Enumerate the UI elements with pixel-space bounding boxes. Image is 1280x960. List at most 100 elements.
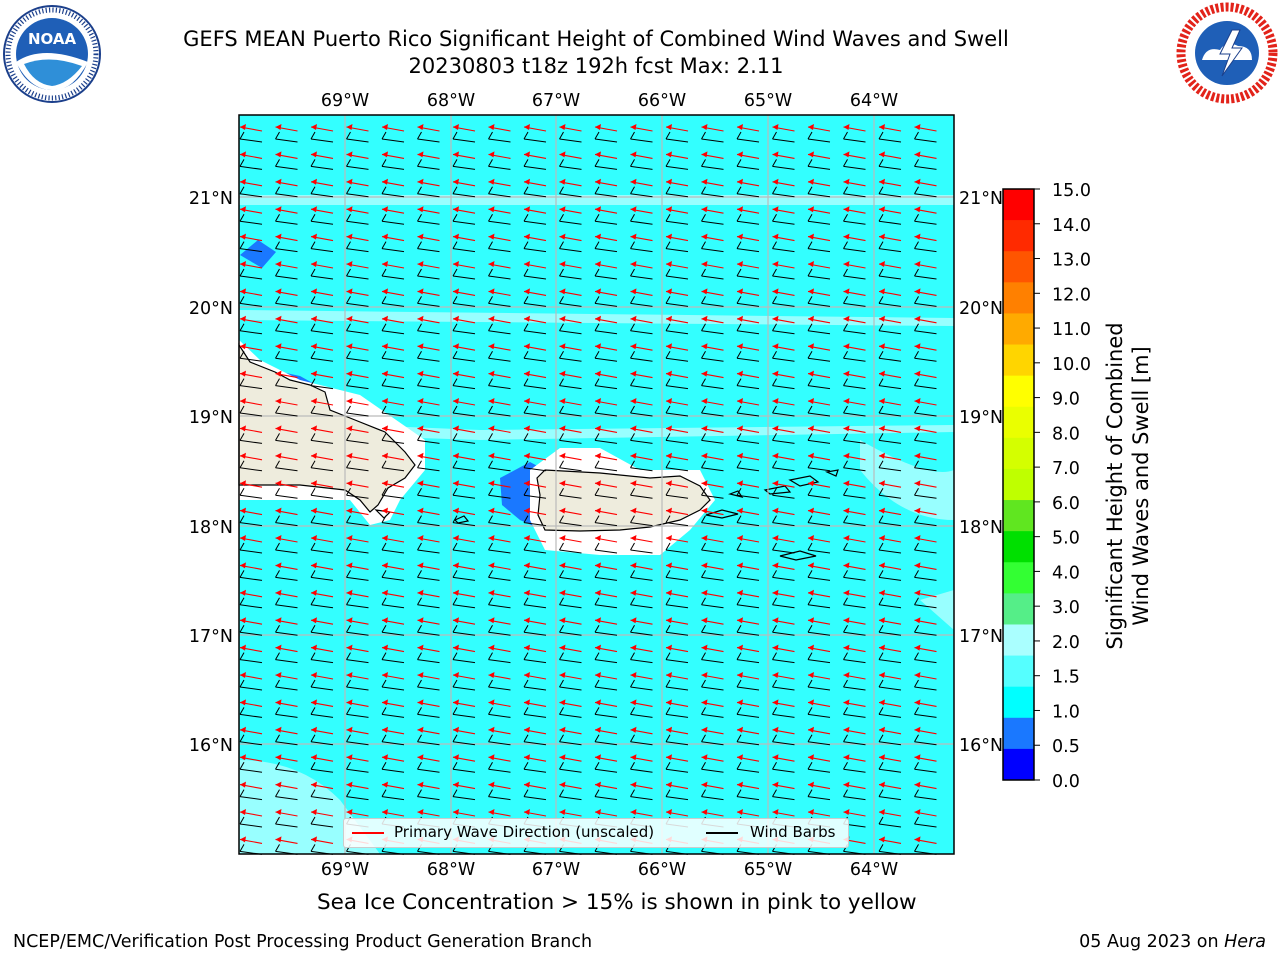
wave-arrow-head [843, 480, 850, 487]
wave-arrow-head [311, 535, 317, 541]
virgin-islands [824, 469, 839, 477]
wave-arrow-head [879, 124, 885, 130]
wind-barb [275, 823, 298, 828]
wind-barb-flag [523, 570, 529, 578]
wind-barb [701, 522, 724, 527]
wind-barb [701, 796, 724, 801]
wind-barb-flag [417, 487, 422, 496]
lat-label-left: 19°N [189, 408, 233, 428]
swell-band [239, 310, 954, 326]
wind-barb-flag [346, 542, 351, 551]
wind-barb-flag [559, 296, 564, 304]
wave-arrow-head [914, 151, 921, 158]
wind-barb-flag [630, 679, 635, 688]
wind-barb-flag [843, 624, 848, 633]
wind-barb [559, 796, 582, 801]
wave-arrow-head [382, 589, 388, 596]
wind-barb-flag [630, 213, 635, 222]
wave-arrow-head [808, 754, 814, 761]
wind-barb [878, 385, 902, 390]
wind-barb-flag [310, 159, 316, 167]
wind-barb-flag [914, 405, 919, 414]
wave-arrow-head [453, 288, 459, 295]
wave-arrow-head [737, 233, 743, 240]
wave-arrow-head [772, 507, 779, 514]
wind-barb-flag [275, 761, 280, 770]
wind-barb [559, 220, 582, 225]
colorbar-segment [1003, 406, 1034, 439]
wind-barb-flag [630, 734, 635, 743]
wave-arrow-head [382, 480, 388, 487]
wave-arrow-head [914, 617, 921, 624]
wave-arrow-head [666, 425, 672, 432]
wind-barb-flag [807, 707, 813, 715]
wind-barb [807, 439, 831, 444]
wave-arrow-head [275, 370, 282, 377]
wind-barb [346, 494, 369, 499]
wave-arrow-head [311, 370, 317, 377]
wind-barb [310, 467, 334, 472]
wind-barb [594, 576, 618, 581]
wind-barb-flag [843, 323, 848, 332]
wind-barb [630, 385, 653, 390]
wave-arrow-head [914, 178, 921, 185]
wave-arrow-head [630, 535, 637, 541]
wind-barb [594, 165, 618, 170]
wave-arrow-head [737, 452, 743, 459]
wave-arrow-head [914, 726, 921, 733]
wind-barb-flag [523, 707, 529, 715]
wind-barb [665, 275, 689, 280]
wave-arrow-head [843, 370, 850, 377]
wind-barb-flag [665, 213, 671, 222]
wind-barb-flag [559, 624, 564, 633]
wave-arrow-head [595, 178, 601, 185]
wind-barb-flag [310, 268, 316, 277]
colorbar-segment [1003, 344, 1034, 377]
wind-barb-flag [310, 570, 316, 578]
wind-barb [665, 768, 689, 773]
wind-barb [239, 659, 263, 664]
wind-barb-flag [559, 515, 564, 523]
wind-barb [275, 604, 298, 609]
wind-barb-flag [346, 707, 351, 715]
wave-arrow-head [524, 781, 530, 788]
wind-barb-flag [665, 433, 671, 441]
wind-barb-flag [594, 460, 600, 469]
wind-barb [594, 248, 618, 253]
virgin-islands [788, 475, 820, 487]
wind-barb-flag [594, 268, 600, 277]
wind-barb-flag [878, 378, 884, 386]
wave-arrow-head [879, 370, 885, 377]
wave-arrow-head [488, 343, 495, 350]
wave-arrow-head [275, 699, 282, 706]
wind-barb [630, 248, 653, 253]
wind-barb-flag [594, 570, 600, 578]
wind-barb-flag [275, 159, 280, 167]
wind-barb-flag [310, 734, 316, 743]
wave-arrow-head [275, 672, 282, 678]
wind-barb [630, 549, 653, 554]
wind-barb-flag [630, 433, 635, 441]
wind-barb-flag [559, 734, 564, 743]
wind-barb [275, 686, 298, 691]
wave-arrow-head [772, 178, 779, 185]
wind-barb [914, 220, 937, 225]
wind-barb-flag [701, 296, 706, 304]
wind-barb [488, 248, 511, 253]
wind-barb-flag [488, 707, 493, 715]
wind-barb-flag [701, 652, 706, 660]
wind-barb [807, 741, 831, 746]
wave-arrow-head [524, 261, 530, 267]
wind-barb-flag [914, 816, 919, 825]
wave-arrow-head [453, 124, 459, 130]
wave-arrow-head [879, 178, 885, 185]
wind-barb-flag [488, 789, 493, 797]
wind-barb [488, 467, 511, 472]
wind-barb [630, 796, 653, 801]
wave-arrow-head [737, 206, 743, 213]
wind-barb [772, 193, 795, 198]
wave-arrow-head [630, 370, 637, 377]
wave-arrow-head [453, 178, 459, 185]
wind-barb-flag [239, 679, 245, 688]
wind-barb-flag [594, 131, 600, 140]
